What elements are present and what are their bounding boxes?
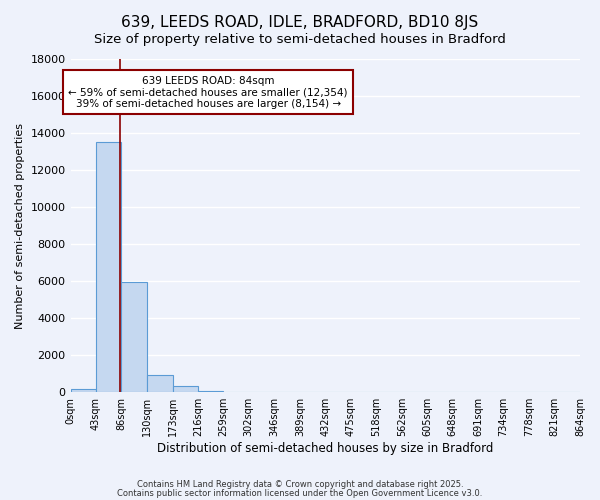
X-axis label: Distribution of semi-detached houses by size in Bradford: Distribution of semi-detached houses by …	[157, 442, 493, 455]
Bar	[147, 374, 173, 392]
Bar	[121, 282, 147, 392]
Text: 639, LEEDS ROAD, IDLE, BRADFORD, BD10 8JS: 639, LEEDS ROAD, IDLE, BRADFORD, BD10 8J…	[121, 15, 479, 30]
Text: Contains HM Land Registry data © Crown copyright and database right 2025.: Contains HM Land Registry data © Crown c…	[137, 480, 463, 489]
Bar	[173, 386, 198, 392]
Y-axis label: Number of semi-detached properties: Number of semi-detached properties	[15, 122, 25, 328]
Text: Contains public sector information licensed under the Open Government Licence v3: Contains public sector information licen…	[118, 490, 482, 498]
Text: 639 LEEDS ROAD: 84sqm
← 59% of semi-detached houses are smaller (12,354)
39% of : 639 LEEDS ROAD: 84sqm ← 59% of semi-deta…	[68, 76, 348, 109]
Text: Size of property relative to semi-detached houses in Bradford: Size of property relative to semi-detach…	[94, 32, 506, 46]
Bar	[96, 142, 121, 392]
Bar	[198, 390, 223, 392]
Bar	[71, 388, 96, 392]
